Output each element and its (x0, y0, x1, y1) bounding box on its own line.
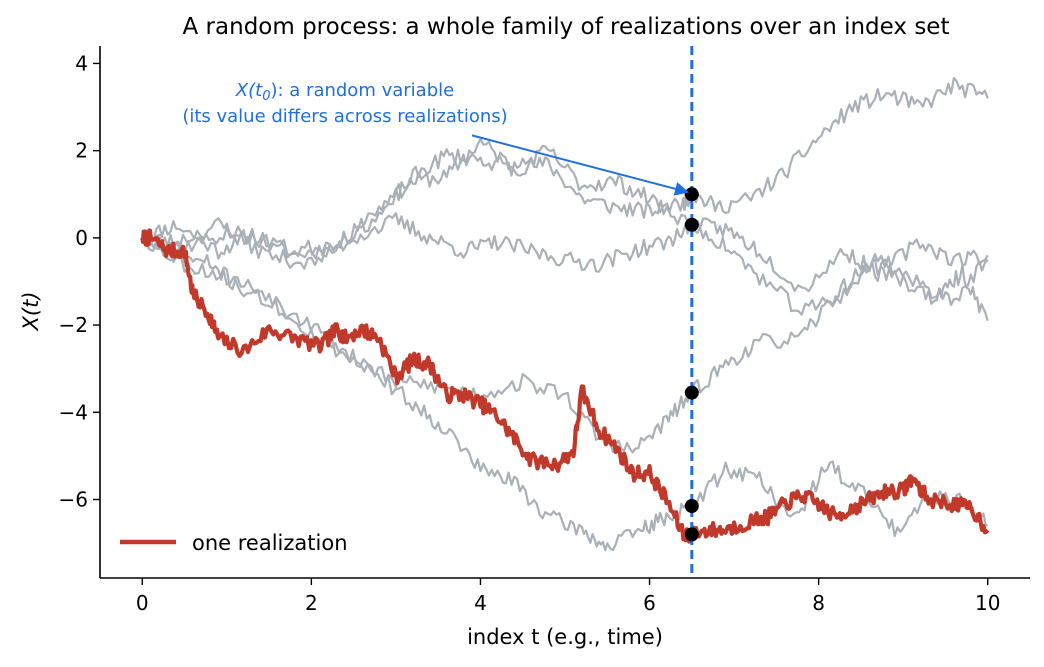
series-line-0 (141, 77, 989, 260)
series-line-highlight (140, 228, 990, 544)
x-tick-label-5: 10 (975, 591, 1000, 615)
series-line-2 (141, 212, 989, 316)
y-tick-label-5: −6 (59, 488, 88, 512)
y-axis-label: X(t) (19, 291, 43, 331)
x-tick-label-0: 0 (136, 591, 149, 615)
marker-point-0 (684, 187, 699, 202)
annotation-line1: X(t0): a random variable (235, 80, 454, 104)
annotation-sub: 0 (262, 89, 270, 104)
marker-point-4 (684, 527, 699, 542)
annotation-prefix: X(t (235, 80, 263, 101)
chart-title: A random process: a whole family of real… (183, 14, 950, 40)
y-tick-label-3: −2 (59, 313, 88, 337)
marker-point-1 (684, 217, 699, 232)
marker-point-2 (684, 385, 699, 400)
annotation-arrow (471, 134, 689, 196)
annotation-line2: (its value differs across realizations) (182, 106, 507, 127)
marker-point-3 (684, 499, 699, 514)
axes: 0 2 4 6 8 10 4 2 0 −2 −4 −6 (59, 46, 1030, 615)
x-axis-label: index t (e.g., time) (467, 625, 663, 649)
legend-label: one realization (192, 531, 348, 555)
annotation: X(t0): a random variable (its value diff… (182, 80, 507, 127)
x-tick-label-3: 6 (643, 591, 656, 615)
y-tick-label-0: 4 (75, 51, 88, 75)
x-tick-label-4: 8 (812, 591, 825, 615)
y-tick-label-4: −4 (59, 400, 88, 424)
annotation-suffix: ): a random variable (270, 80, 454, 101)
series-line-4 (141, 236, 989, 552)
y-tick-label-1: 2 (75, 139, 88, 163)
plot-area (140, 46, 990, 578)
x-tick-label-1: 2 (305, 591, 318, 615)
x-tick-label-2: 4 (474, 591, 487, 615)
legend: one realization (120, 531, 348, 555)
y-tick-label-2: 0 (75, 226, 88, 250)
series-line-1 (141, 145, 989, 293)
